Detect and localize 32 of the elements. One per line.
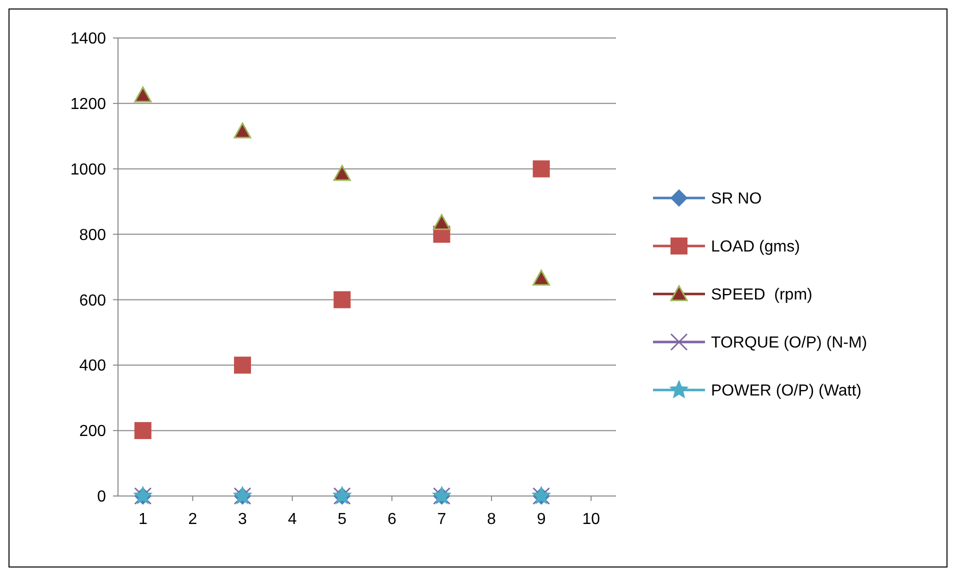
legend-label: SR NO bbox=[711, 190, 762, 208]
x-tick-label: 8 bbox=[487, 511, 496, 528]
y-tick-label: 400 bbox=[79, 358, 106, 375]
legend-label: SPEED (rpm) bbox=[711, 286, 812, 304]
point bbox=[432, 214, 450, 230]
y-tick-label: 0 bbox=[97, 488, 106, 506]
x-tick-label: 6 bbox=[387, 511, 396, 528]
y-tick-label: 600 bbox=[79, 292, 106, 310]
legend-label: POWER (O/P) (Watt) bbox=[711, 382, 862, 400]
legend-label: LOAD (gms) bbox=[711, 238, 800, 256]
point bbox=[532, 160, 550, 178]
x-tick-label: 10 bbox=[582, 511, 600, 528]
point bbox=[333, 165, 351, 181]
x-tick-label: 9 bbox=[536, 511, 546, 528]
point bbox=[134, 422, 152, 440]
y-tick-label: 800 bbox=[79, 226, 106, 244]
x-tick-label: 7 bbox=[437, 511, 446, 528]
x-tick-label: 5 bbox=[338, 511, 347, 528]
x-tick-label: 3 bbox=[238, 511, 248, 528]
y-tick-label: 1000 bbox=[70, 161, 106, 178]
x-tick-label: 2 bbox=[188, 511, 198, 528]
point bbox=[234, 122, 252, 138]
y-tick-label: 1400 bbox=[70, 30, 106, 48]
y-tick-label: 200 bbox=[79, 423, 106, 440]
point bbox=[134, 86, 152, 102]
point bbox=[334, 291, 351, 308]
point bbox=[234, 356, 251, 374]
x-tick-label: 4 bbox=[288, 511, 297, 528]
x-tick-label: 1 bbox=[138, 511, 148, 528]
point bbox=[532, 270, 550, 286]
y-tick-label: 1200 bbox=[70, 96, 106, 114]
legend-label: TORQUE (O/P) (N-M) bbox=[711, 334, 868, 352]
